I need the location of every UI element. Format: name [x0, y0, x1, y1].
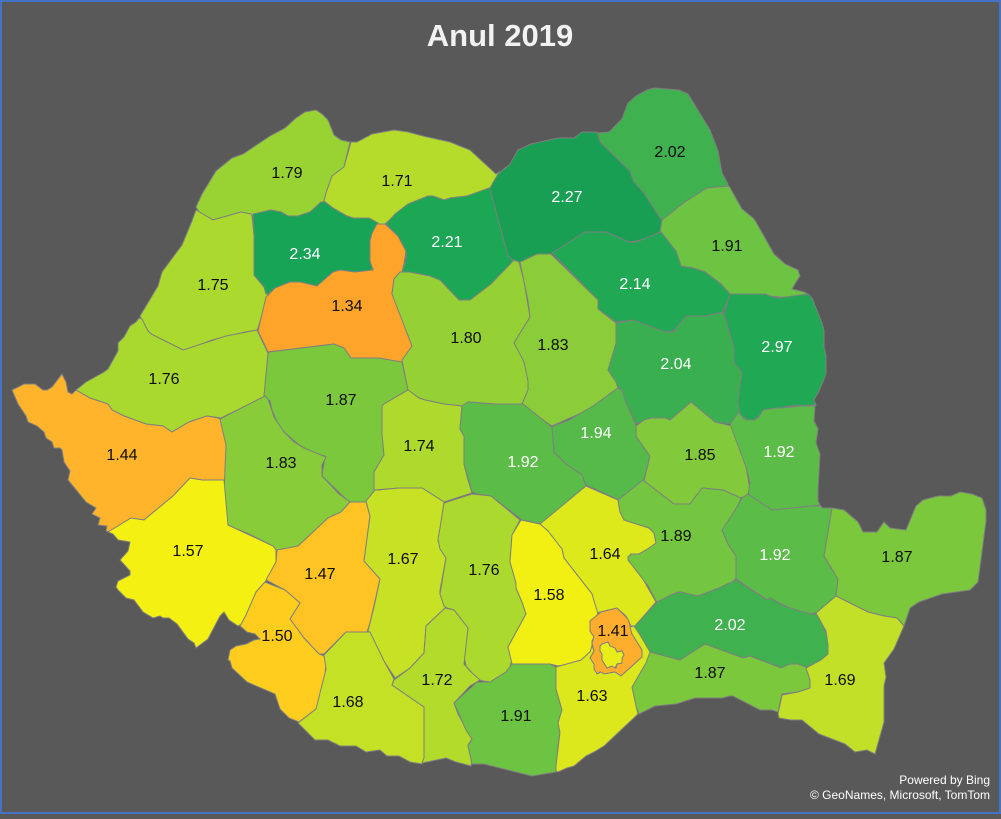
svg-text:1.41: 1.41	[597, 623, 628, 640]
svg-text:1.67: 1.67	[387, 551, 418, 568]
svg-text:1.92: 1.92	[763, 444, 794, 461]
svg-text:1.47: 1.47	[304, 566, 335, 583]
svg-text:1.91: 1.91	[500, 708, 531, 725]
svg-text:1.34: 1.34	[331, 298, 362, 315]
svg-text:1.79: 1.79	[271, 165, 302, 182]
svg-text:1.74: 1.74	[403, 438, 434, 455]
svg-text:2.21: 2.21	[431, 234, 462, 251]
svg-text:1.83: 1.83	[537, 337, 568, 354]
svg-text:1.91: 1.91	[711, 238, 742, 255]
svg-text:2.27: 2.27	[551, 189, 582, 206]
svg-text:1.87: 1.87	[694, 665, 725, 682]
svg-text:1.87: 1.87	[325, 392, 356, 409]
svg-text:1.63: 1.63	[576, 688, 607, 705]
svg-text:2.04: 2.04	[660, 356, 691, 373]
svg-text:1.71: 1.71	[381, 173, 412, 190]
svg-text:1.76: 1.76	[148, 371, 179, 388]
svg-text:2.02: 2.02	[714, 617, 745, 634]
svg-text:1.58: 1.58	[533, 587, 564, 604]
svg-text:1.80: 1.80	[450, 330, 481, 347]
svg-text:1.89: 1.89	[660, 528, 691, 545]
svg-text:Anul 2019: Anul 2019	[427, 18, 573, 53]
svg-text:1.92: 1.92	[507, 454, 538, 471]
svg-text:1.94: 1.94	[580, 425, 611, 442]
svg-text:2.34: 2.34	[289, 246, 320, 263]
svg-text:1.44: 1.44	[106, 447, 137, 464]
svg-text:2.14: 2.14	[619, 276, 650, 293]
svg-text:1.69: 1.69	[824, 672, 855, 689]
svg-text:2.97: 2.97	[761, 339, 792, 356]
svg-text:1.50: 1.50	[261, 628, 292, 645]
svg-text:1.64: 1.64	[589, 546, 620, 563]
svg-text:1.92: 1.92	[759, 547, 790, 564]
svg-text:1.85: 1.85	[684, 447, 715, 464]
svg-text:© GeoNames, Microsoft, TomTom: © GeoNames, Microsoft, TomTom	[810, 788, 990, 802]
svg-text:1.68: 1.68	[332, 694, 363, 711]
svg-text:1.87: 1.87	[881, 549, 912, 566]
svg-text:2.02: 2.02	[654, 144, 685, 161]
svg-text:1.57: 1.57	[172, 543, 203, 560]
svg-text:1.83: 1.83	[265, 455, 296, 472]
svg-text:1.75: 1.75	[197, 277, 228, 294]
svg-text:Powered by Bing: Powered by Bing	[899, 773, 990, 787]
svg-text:1.72: 1.72	[421, 672, 452, 689]
svg-text:1.76: 1.76	[468, 562, 499, 579]
